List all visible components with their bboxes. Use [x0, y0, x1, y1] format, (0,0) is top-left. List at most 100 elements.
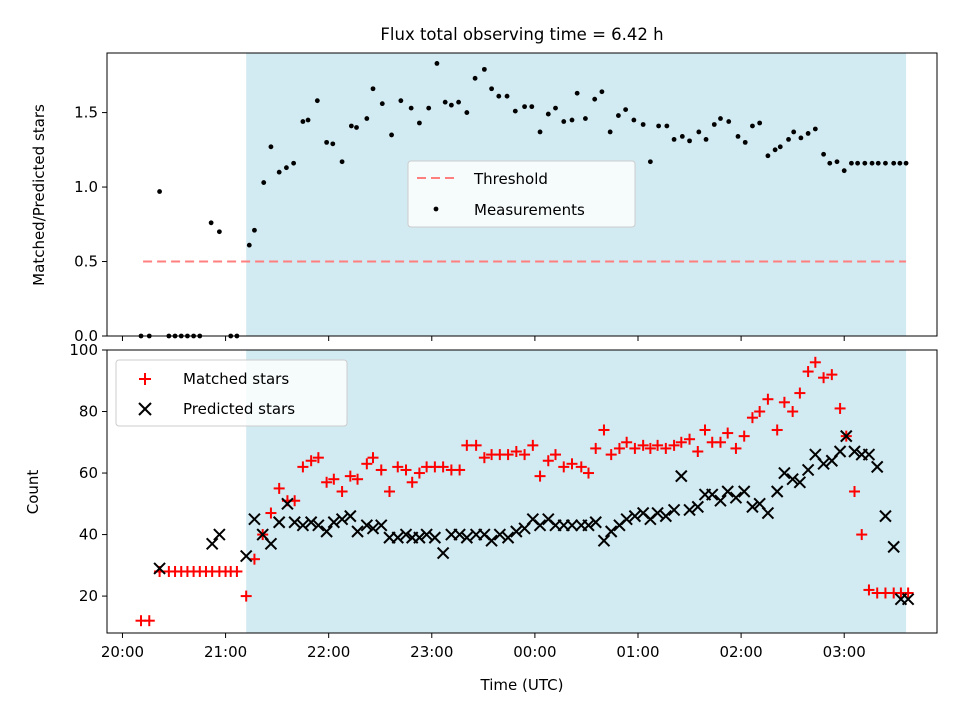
matched-star-point — [305, 455, 317, 467]
matched-star-point — [321, 476, 333, 488]
y-tick-label: 1.5 — [74, 104, 98, 122]
predicted-star-point — [778, 466, 791, 480]
predicted-star-point — [304, 516, 318, 529]
measurement-point — [553, 105, 558, 111]
predicted-star-point — [870, 460, 884, 474]
matched-star-point — [527, 439, 539, 451]
measurement-point — [370, 86, 376, 92]
matched-star-point — [558, 461, 570, 473]
measurement-point — [703, 136, 709, 142]
measurement-point — [786, 136, 791, 142]
matched-star-point — [746, 412, 758, 424]
y-tick-label: 20 — [79, 587, 98, 605]
y-tick-label: 80 — [79, 403, 98, 421]
measurement-point — [504, 93, 510, 99]
matched-star-point — [312, 452, 324, 464]
matched-star-point — [437, 461, 449, 473]
count-observing-band — [246, 350, 907, 633]
x-tick-label: 00:00 — [513, 643, 556, 661]
matched-star-point — [699, 424, 711, 436]
y-tick-label: 0.5 — [74, 253, 98, 271]
predicted-star-point — [737, 485, 751, 498]
measurement-point — [671, 136, 677, 142]
predicted-star-point — [628, 509, 642, 523]
measurement-point — [496, 93, 502, 99]
measurement-point — [569, 117, 575, 123]
legend-matched-swatch — [139, 373, 151, 385]
predicted-star-point — [296, 519, 310, 532]
chart-title: Flux total observing time = 6.42 h — [380, 25, 663, 44]
predicted-star-point — [659, 509, 673, 523]
measurement-point — [324, 139, 330, 145]
matched-star-point — [675, 436, 687, 448]
predicted-star-point — [667, 503, 681, 517]
predicted-star-point — [205, 537, 219, 551]
predicted-star-point — [264, 537, 278, 551]
measurement-point — [348, 123, 354, 129]
predicted-star-point — [312, 519, 325, 532]
measurement-point — [583, 116, 588, 121]
matched-star-point — [519, 449, 531, 461]
matched-star-point — [367, 452, 379, 464]
predicted-star-point — [582, 519, 595, 532]
measurement-point — [616, 113, 621, 118]
measurement-point — [246, 242, 252, 248]
predicted-star-point — [272, 516, 286, 529]
matched-star-point — [542, 455, 554, 467]
measurement-point — [812, 126, 818, 132]
measurement-point — [821, 151, 826, 157]
predicted-star-point — [501, 531, 515, 544]
matched-star-point — [613, 442, 625, 454]
measurement-point — [735, 134, 741, 139]
measurement-point — [529, 104, 535, 110]
count-y-axis-label: Count — [24, 470, 42, 515]
measurement-point — [545, 111, 551, 117]
count-y-ticks: 20 40 60 80 100 — [69, 341, 107, 605]
matched-star-point — [598, 424, 610, 436]
measurement-point — [798, 135, 804, 141]
x-tick-label: 23:00 — [410, 643, 453, 661]
predicted-star-point — [335, 512, 349, 526]
measurement-point — [291, 160, 297, 166]
matched-star-point — [754, 406, 766, 418]
measurement-point — [631, 117, 637, 123]
ratio-y-axis-label: Matched/Predicted stars — [30, 104, 48, 286]
legend-measurements-swatch — [433, 206, 439, 212]
predicted-star-point — [706, 488, 719, 501]
measurement-point — [157, 189, 162, 194]
matched-star-point — [392, 461, 404, 473]
measurement-point — [623, 107, 629, 112]
predicted-star-point — [862, 448, 876, 461]
matched-star-point — [794, 387, 806, 399]
predicted-star-point — [770, 485, 784, 498]
matched-star-point — [583, 467, 595, 479]
measurement-point — [640, 122, 646, 127]
predicted-star-point — [485, 534, 498, 547]
matched-stars-points — [135, 356, 914, 627]
matched-star-point — [575, 461, 587, 473]
predicted-star-point — [239, 549, 253, 563]
matched-star-point — [273, 482, 285, 494]
measurement-point — [472, 75, 478, 81]
predicted-star-point — [589, 516, 602, 529]
matched-star-point — [590, 442, 602, 454]
ratio-legend-box — [407, 160, 636, 228]
matched-star-point — [902, 587, 914, 599]
measurement-point — [561, 119, 567, 124]
matched-star-point — [644, 442, 656, 454]
predicted-star-point — [213, 528, 226, 541]
x-tick-label: 20:00 — [101, 643, 144, 661]
predicted-star-point — [375, 519, 388, 532]
measurement-point — [805, 131, 811, 136]
measurement-point — [599, 89, 605, 95]
measurement-point — [389, 132, 394, 138]
x-tick-label: 01:00 — [616, 643, 659, 661]
matched-star-point — [344, 470, 356, 482]
matched-star-point — [413, 467, 425, 479]
ratio-y-ticks: 0.0 0.5 1.0 1.5 — [74, 104, 107, 345]
measurement-point — [379, 101, 385, 107]
measurement-point — [512, 108, 518, 114]
measurement-point — [464, 110, 470, 115]
matched-star-point — [534, 470, 546, 482]
